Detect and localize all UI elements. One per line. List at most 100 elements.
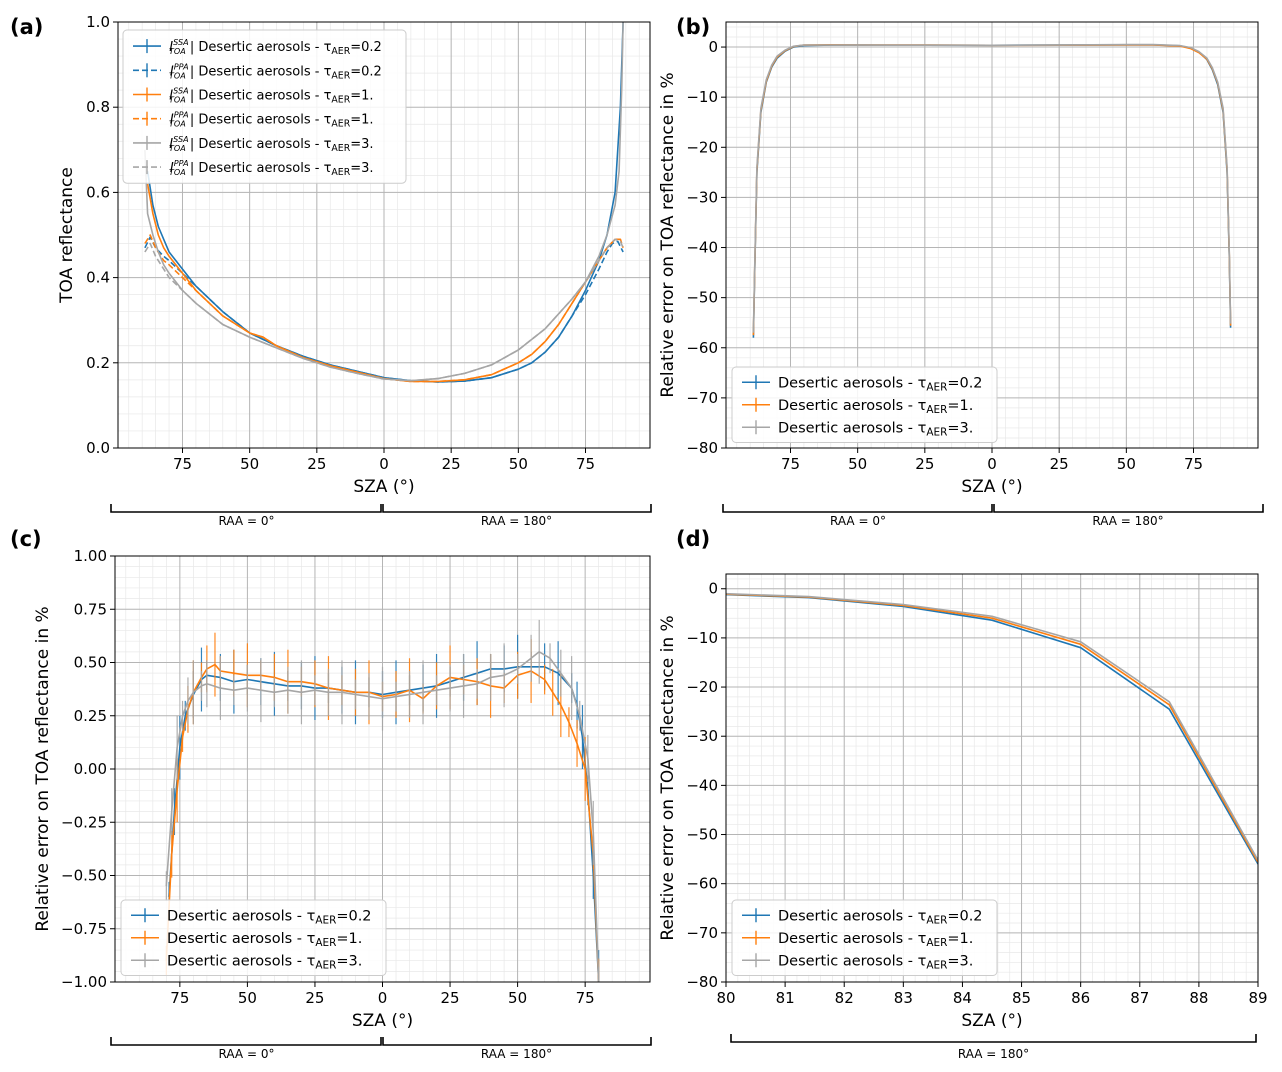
x-axis-label: SZA (°) bbox=[961, 477, 1022, 497]
y-tick-label: −0.75 bbox=[61, 920, 107, 938]
x-tick-label: 84 bbox=[953, 989, 972, 1007]
legend-box bbox=[731, 366, 998, 443]
legend-box bbox=[120, 899, 387, 976]
panel-label: (b) bbox=[676, 15, 710, 39]
y-tick-label: 1.0 bbox=[86, 13, 110, 31]
legend: Desertic aerosols - τAER=0.2 Desertic aer… bbox=[120, 899, 387, 976]
x-tick-label: 50 bbox=[848, 455, 867, 473]
y-tick-label: −20 bbox=[686, 138, 718, 156]
x-tick-label: 75 bbox=[170, 989, 189, 1007]
legend-label: Desertic aerosols - τAER=3. bbox=[167, 953, 362, 971]
x-tick-label: 25 bbox=[307, 455, 326, 473]
series-line-3 bbox=[726, 592, 1258, 861]
plot-frame bbox=[725, 573, 1259, 983]
legend-label: ISSA TOA | Desertic aerosols - τAER=0.2 bbox=[169, 38, 382, 57]
legend-label: IPPA TOA | Desertic aerosols - τAER=0.2 bbox=[169, 62, 382, 81]
legend-label: ISSA TOA | Desertic aerosols - τAER=3. bbox=[169, 135, 374, 154]
y-tick-label: −80 bbox=[686, 439, 718, 457]
y-tick-label: 0.00 bbox=[74, 760, 107, 778]
x-tick-label: 81 bbox=[776, 989, 795, 1007]
x-tick-label: 50 bbox=[238, 989, 257, 1007]
x-tick-label: 85 bbox=[1012, 989, 1031, 1007]
bracket-label: RAA = 0° bbox=[219, 1047, 275, 1061]
y-tick-label: −0.50 bbox=[61, 867, 107, 885]
legend-label: Desertic aerosols - τAER=1. bbox=[778, 398, 973, 416]
x-tick-label: 25 bbox=[915, 455, 934, 473]
x-tick-label: 0 bbox=[379, 455, 389, 473]
y-axis-label: Relative error on TOA reflectance in % bbox=[658, 615, 678, 940]
legend: ISSA TOA | Desertic aerosols - τAER=0.2 IP… bbox=[122, 29, 407, 184]
bracket-label: RAA = 0° bbox=[830, 514, 886, 528]
legend-label: Desertic aerosols - τAER=0.2 bbox=[778, 375, 983, 393]
legend-label: Desertic aerosols - τAER=1. bbox=[778, 931, 973, 949]
panel-label: (c) bbox=[10, 527, 42, 551]
x-tick-label: 75 bbox=[781, 455, 800, 473]
bracket-label: RAA = 180° bbox=[481, 1047, 552, 1061]
x-tick-label: 87 bbox=[1130, 989, 1149, 1007]
panel-a: 75 50 25 0 25 50 75 0.0 0.2 0.4 0.6 0.8 1.0 SZA (°) TO… bbox=[10, 13, 652, 528]
y-axis-label: Relative error on TOA reflectance in % bbox=[658, 72, 678, 397]
y-tick-label: −60 bbox=[686, 875, 718, 893]
y-tick-label: −70 bbox=[686, 389, 718, 407]
y-tick-label: −30 bbox=[686, 188, 718, 206]
series-group bbox=[752, 43, 1232, 338]
legend-label: Desertic aerosols - τAER=0.2 bbox=[167, 908, 372, 926]
panel-d: 80 81 82 83 84 85 86 87 88 89 −80 −70 −60 −50 −40 −30 −2… bbox=[658, 527, 1268, 1061]
y-axis-label: Relative error on TOA reflectance in % bbox=[33, 606, 53, 931]
legend-label: IPPA TOA | Desertic aerosols - τAER=1. bbox=[169, 111, 374, 130]
y-tick-label: 0.25 bbox=[74, 707, 107, 725]
x-tick-label: 75 bbox=[576, 989, 595, 1007]
y-tick-label: 0.4 bbox=[86, 269, 110, 287]
y-tick-label: 0 bbox=[708, 580, 718, 598]
raa-bracket: RAA = 0° RAA = 180° bbox=[110, 1037, 652, 1061]
x-tick-label: 75 bbox=[173, 455, 192, 473]
y-tick-label: 0 bbox=[708, 38, 718, 56]
y-tick-label: −20 bbox=[686, 678, 718, 696]
x-tick-label: 0 bbox=[378, 989, 388, 1007]
bracket-label: RAA = 180° bbox=[1092, 514, 1163, 528]
panel-b: 75 50 25 0 25 50 75 −80 −70 −60 −50 −40 −30 −20 −10 0 SZ… bbox=[658, 15, 1264, 528]
x-axis-label: SZA (°) bbox=[353, 477, 414, 497]
x-tick-label: 0 bbox=[987, 455, 997, 473]
series-line-3 bbox=[165, 650, 600, 982]
legend: Desertic aerosols - τAER=0.2 Desertic aer… bbox=[731, 366, 998, 443]
x-tick-label: 50 bbox=[509, 455, 528, 473]
y-tick-label: −40 bbox=[686, 239, 718, 257]
panel-label: (d) bbox=[676, 527, 710, 551]
y-tick-label: −30 bbox=[686, 727, 718, 745]
x-tick-label: 50 bbox=[240, 455, 259, 473]
x-tick-label: 82 bbox=[835, 989, 854, 1007]
bracket-label: RAA = 180° bbox=[481, 514, 552, 528]
legend-label: Desertic aerosols - τAER=0.2 bbox=[778, 908, 983, 926]
legend-label: Desertic aerosols - τAER=3. bbox=[778, 953, 973, 971]
bracket-label: RAA = 0° bbox=[219, 514, 275, 528]
x-tick-label: 25 bbox=[305, 989, 324, 1007]
x-tick-label: 75 bbox=[576, 455, 595, 473]
x-tick-label: 86 bbox=[1071, 989, 1090, 1007]
y-tick-label: −70 bbox=[686, 924, 718, 942]
legend-box bbox=[122, 29, 407, 184]
y-tick-label: 0.2 bbox=[86, 354, 110, 372]
y-tick-label: 0.0 bbox=[86, 439, 110, 457]
x-tick-label: 50 bbox=[508, 989, 527, 1007]
bracket-label: RAA = 180° bbox=[958, 1047, 1029, 1061]
x-tick-label: 80 bbox=[716, 989, 735, 1007]
raa-bracket: RAA = 180° bbox=[730, 1034, 1257, 1061]
x-tick-label: 89 bbox=[1248, 989, 1267, 1007]
x-tick-label: 50 bbox=[1117, 455, 1136, 473]
x-tick-label: 25 bbox=[442, 455, 461, 473]
y-tick-label: 1.00 bbox=[74, 547, 107, 565]
legend-label: ISSA TOA | Desertic aerosols - τAER=1. bbox=[169, 87, 374, 106]
y-tick-label: −40 bbox=[686, 776, 718, 794]
series-line-6 bbox=[144, 238, 624, 382]
y-tick-label: −0.25 bbox=[61, 813, 107, 831]
x-tick-label: 75 bbox=[1184, 455, 1203, 473]
panel-c: 75 50 25 0 25 50 75 −1.00 −0.75 −0.50 −0.25 0.00 0.2… bbox=[10, 527, 652, 1061]
x-tick-label: 88 bbox=[1189, 989, 1208, 1007]
y-axis-label: TOA reflectance bbox=[57, 167, 77, 304]
x-axis-label: SZA (°) bbox=[352, 1011, 413, 1031]
y-tick-label: 0.75 bbox=[74, 600, 107, 618]
series-line-3 bbox=[752, 43, 1232, 333]
panel-label: (a) bbox=[10, 15, 43, 39]
